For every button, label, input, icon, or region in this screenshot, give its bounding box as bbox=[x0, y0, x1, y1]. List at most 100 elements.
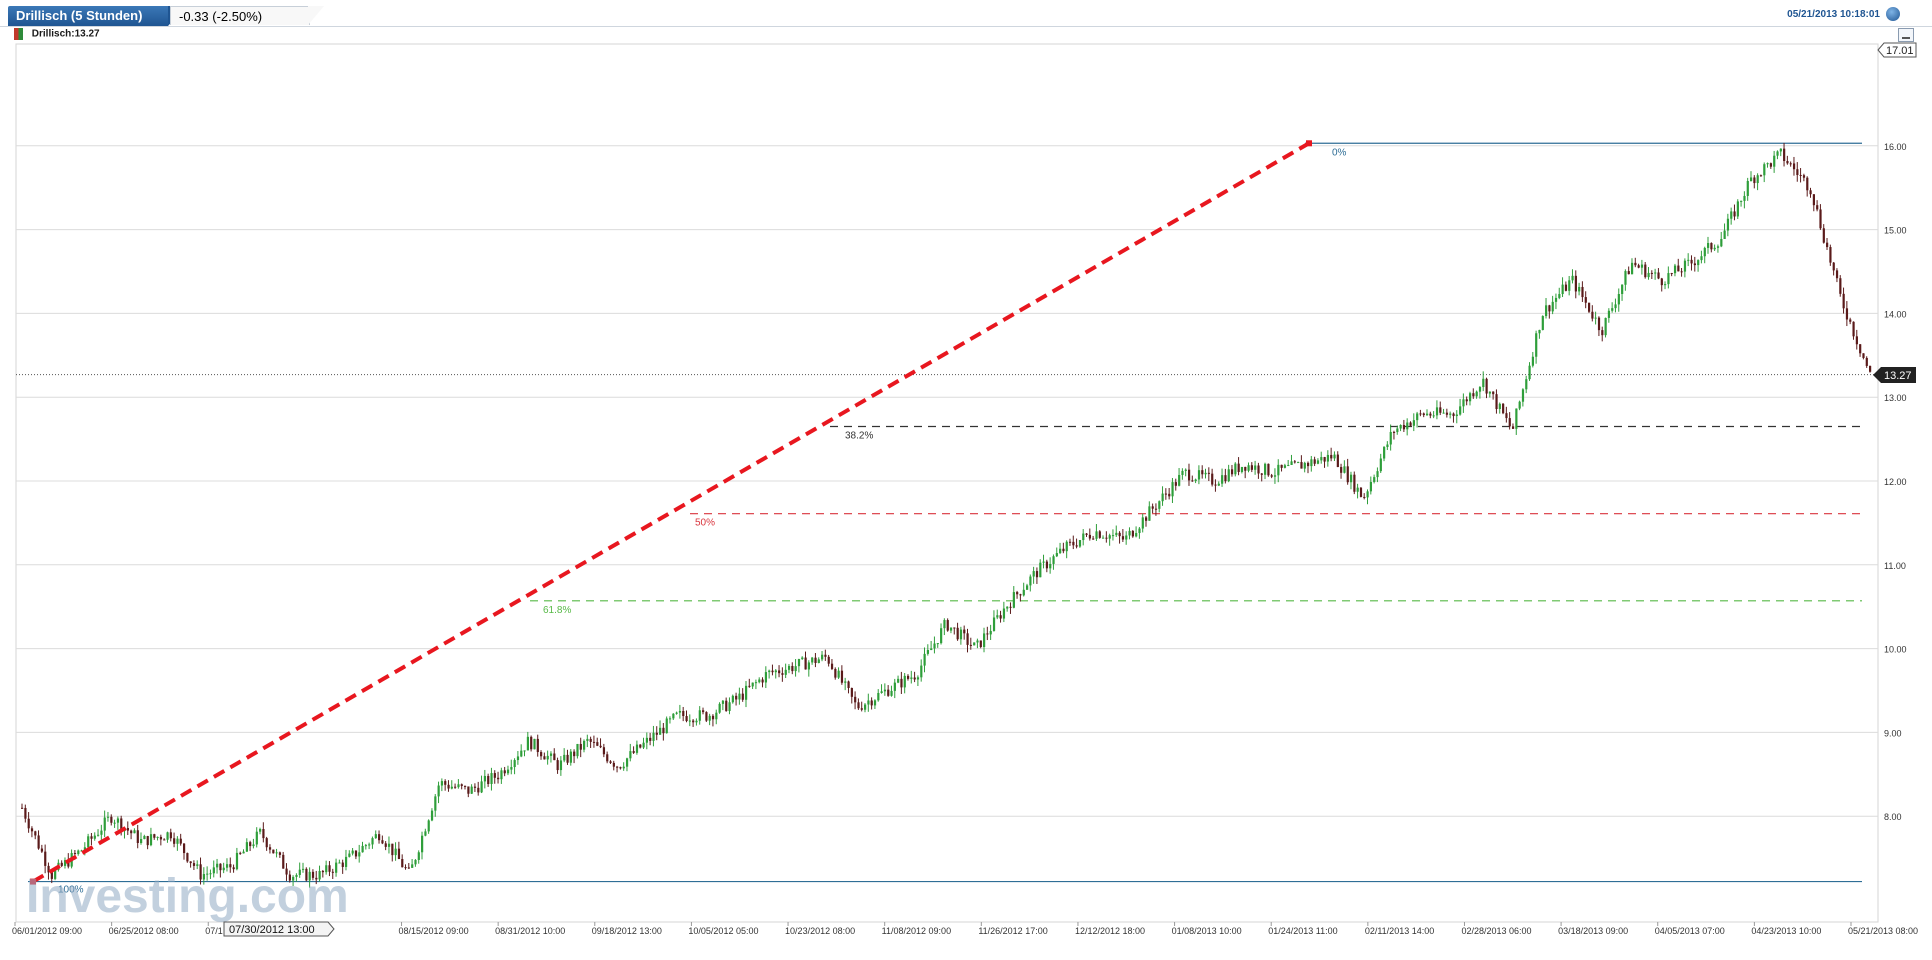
candle-body bbox=[265, 838, 268, 848]
candle-body bbox=[1786, 160, 1789, 164]
candle-body bbox=[649, 737, 652, 741]
y-axis: 8.00 9.00 10.00 11.00 12.00 13.00 14.00 15.00 16… bbox=[1884, 142, 1907, 822]
legend-label: Drillisch:13.27 bbox=[31, 28, 100, 40]
grid-lines bbox=[16, 145, 1878, 817]
candle-body bbox=[278, 852, 282, 855]
candle-body bbox=[1356, 487, 1359, 492]
candle-body bbox=[1561, 284, 1564, 295]
candle-body bbox=[1465, 399, 1468, 402]
candle-body bbox=[394, 848, 397, 856]
candle-body bbox=[77, 850, 80, 855]
candle-body bbox=[1042, 561, 1045, 563]
candle-body bbox=[1369, 481, 1373, 492]
candle-body bbox=[956, 627, 959, 640]
candle-body bbox=[1829, 247, 1832, 263]
candle-body bbox=[1092, 538, 1095, 540]
candle-body bbox=[186, 853, 189, 862]
candle-body bbox=[1746, 180, 1749, 196]
candle-body bbox=[368, 844, 371, 846]
candle-body bbox=[738, 693, 741, 700]
candle-body bbox=[1373, 477, 1376, 482]
maximize-button[interactable] bbox=[1898, 28, 1914, 42]
candle-body bbox=[440, 781, 444, 786]
candle-body bbox=[824, 654, 827, 657]
candle-body bbox=[1485, 378, 1488, 394]
candle-body bbox=[1158, 501, 1161, 509]
candle-body bbox=[847, 681, 850, 689]
candle-body bbox=[1766, 163, 1769, 165]
candle-body bbox=[1022, 589, 1025, 596]
candle-body bbox=[1402, 424, 1406, 430]
candle-body bbox=[1019, 594, 1022, 596]
candle-body bbox=[1432, 415, 1435, 417]
candle-body bbox=[374, 834, 377, 839]
candle-body bbox=[463, 785, 467, 787]
candle-body bbox=[493, 773, 496, 778]
candle-body bbox=[176, 838, 179, 844]
candle-body bbox=[47, 865, 50, 873]
candle-body bbox=[999, 615, 1002, 619]
candle-body bbox=[1865, 357, 1868, 366]
candle-body bbox=[1392, 431, 1396, 433]
candle-body bbox=[711, 715, 715, 720]
candle-body bbox=[946, 620, 949, 631]
candle-body bbox=[120, 818, 123, 832]
candle-body bbox=[1439, 407, 1442, 413]
candle-body bbox=[936, 643, 939, 645]
candle-body bbox=[602, 747, 606, 755]
candle-body bbox=[417, 852, 420, 860]
candle-body bbox=[1587, 302, 1591, 312]
candle-body bbox=[1862, 353, 1865, 358]
candle-body bbox=[1270, 475, 1273, 477]
candle-body bbox=[632, 751, 635, 753]
candle-body bbox=[1796, 169, 1799, 175]
x-tick-label: 06/01/2012 09:00 bbox=[12, 926, 82, 936]
candle-body bbox=[1105, 537, 1108, 539]
candle-body bbox=[1039, 562, 1042, 578]
candle-body bbox=[559, 760, 563, 771]
candle-body bbox=[870, 700, 873, 706]
chart-title-tab[interactable]: Drillisch (5 Stunden) bbox=[8, 6, 168, 26]
candle-body bbox=[791, 665, 794, 672]
candle-body bbox=[599, 745, 602, 748]
candle-body bbox=[156, 836, 159, 838]
candle-body bbox=[30, 828, 34, 832]
candle-body bbox=[1710, 243, 1713, 250]
candle-body bbox=[543, 756, 546, 760]
candle-body bbox=[963, 629, 966, 634]
candle-body bbox=[1749, 177, 1753, 181]
candle-body bbox=[1449, 413, 1452, 415]
candle-body bbox=[1574, 275, 1577, 292]
candle-body bbox=[1429, 413, 1432, 416]
candle-body bbox=[1409, 422, 1412, 426]
candle-body bbox=[695, 720, 698, 723]
candle-body bbox=[1531, 356, 1534, 366]
change-tab-notch bbox=[308, 6, 324, 25]
candle-body bbox=[728, 702, 731, 711]
candle-body bbox=[1869, 365, 1872, 372]
candle-body bbox=[877, 692, 880, 701]
candle-body bbox=[1697, 260, 1700, 266]
candle-body bbox=[665, 718, 668, 734]
candle-body bbox=[744, 685, 748, 700]
candle-body bbox=[642, 742, 645, 748]
refresh-icon[interactable] bbox=[1886, 7, 1900, 21]
candle-body bbox=[116, 818, 120, 823]
candle-body bbox=[1121, 536, 1125, 540]
candle-body bbox=[106, 816, 110, 818]
watermark-logo: Investing.com bbox=[26, 870, 349, 923]
candle-body bbox=[725, 700, 728, 711]
candle-body bbox=[1075, 545, 1078, 547]
candle-body bbox=[338, 862, 341, 864]
candle-body bbox=[940, 628, 943, 644]
candle-body bbox=[1297, 462, 1300, 464]
candle-body bbox=[430, 810, 434, 821]
candle-body bbox=[966, 633, 969, 645]
candle-body bbox=[371, 838, 374, 845]
candle-body bbox=[1634, 262, 1637, 266]
candle-body bbox=[1657, 272, 1660, 279]
trendline-handle-start bbox=[30, 878, 36, 885]
candle-body bbox=[1161, 493, 1164, 502]
candle-body bbox=[1611, 308, 1614, 311]
